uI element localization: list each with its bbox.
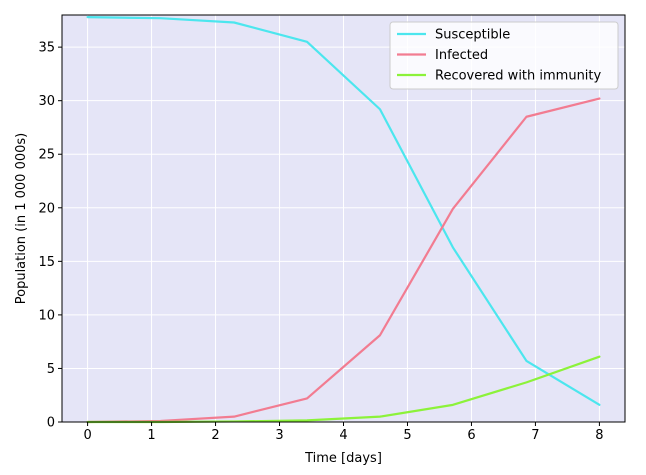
y-tick-label: 35 [38, 41, 55, 56]
x-tick-label: 2 [211, 428, 219, 443]
legend-label-susceptible: Susceptible [435, 28, 510, 43]
x-tick-label: 7 [531, 428, 539, 443]
series-line-infected [86, 97, 601, 424]
x-tick-label: 0 [83, 428, 91, 443]
y-tick-label: 25 [38, 148, 55, 163]
axis-ticks: 0 1 2 3 4 5 6 7 8 0 5 10 15 20 25 30 35 [38, 41, 603, 443]
legend: Susceptible Infected Recovered with immuni… [389, 21, 619, 90]
series-line-susceptible [86, 16, 601, 406]
x-tick-label: 3 [275, 428, 283, 443]
y-tick-label: 15 [38, 255, 55, 270]
x-tick-label: 4 [339, 428, 347, 443]
y-tick-label: 10 [38, 308, 55, 323]
y-axis-label: Population (in 1 000 000s) [14, 133, 29, 305]
y-tick-label: 5 [47, 362, 55, 377]
x-tick-label: 1 [147, 428, 155, 443]
x-tick-label: 6 [467, 428, 475, 443]
legend-box [389, 21, 619, 90]
y-tick-label: 0 [47, 416, 55, 431]
x-axis-label: Time [days] [304, 451, 382, 466]
legend-label-recovered-with-immunity: Recovered with immunity [435, 69, 602, 84]
legend-label-infected: Infected [435, 48, 488, 63]
x-tick-label: 8 [595, 428, 603, 443]
y-tick-label: 30 [38, 94, 55, 109]
y-tick-label: 20 [38, 201, 55, 216]
x-tick-label: 5 [403, 428, 411, 443]
